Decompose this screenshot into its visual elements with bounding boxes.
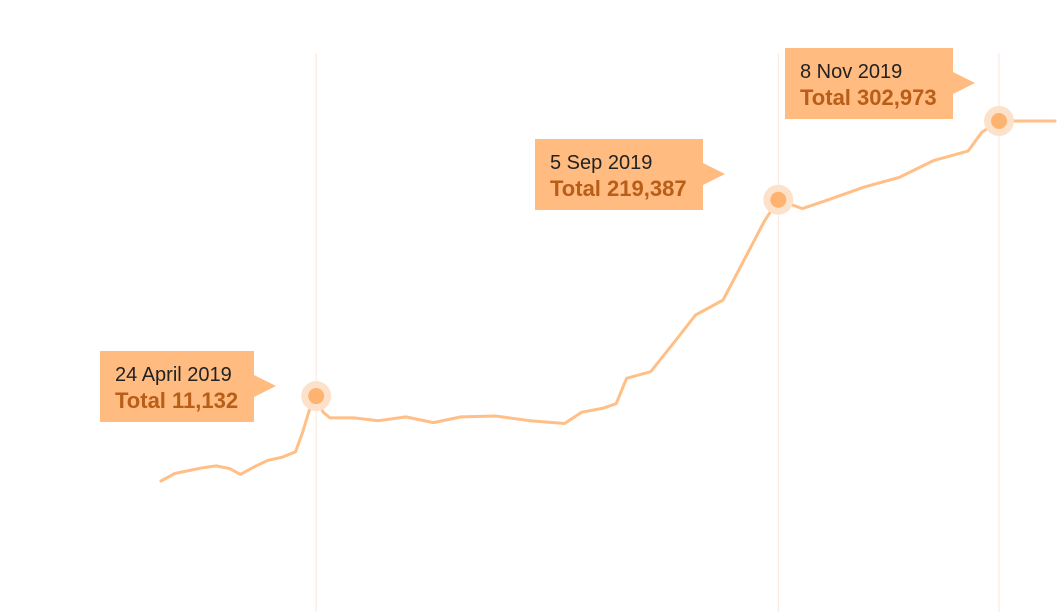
callout-april: 24 April 2019 Total 11,132 bbox=[100, 351, 277, 422]
highlight-point bbox=[991, 113, 1007, 129]
series-line bbox=[159, 119, 1057, 483]
callout-september: 5 Sep 2019 Total 219,387 bbox=[535, 139, 725, 210]
callout-total: Total 302,973 bbox=[800, 85, 937, 110]
callout-total: Total 219,387 bbox=[550, 176, 687, 201]
highlight-point bbox=[308, 388, 325, 405]
callout-total: Total 11,132 bbox=[115, 388, 239, 413]
callout-date: 8 Nov 2019 bbox=[800, 61, 903, 83]
highlight-point bbox=[770, 191, 787, 208]
callout-date: 24 April 2019 bbox=[115, 364, 232, 386]
callout-date: 5 Sep 2019 bbox=[550, 152, 653, 174]
callout-november: 8 Nov 2019 Total 302,973 bbox=[785, 48, 975, 119]
